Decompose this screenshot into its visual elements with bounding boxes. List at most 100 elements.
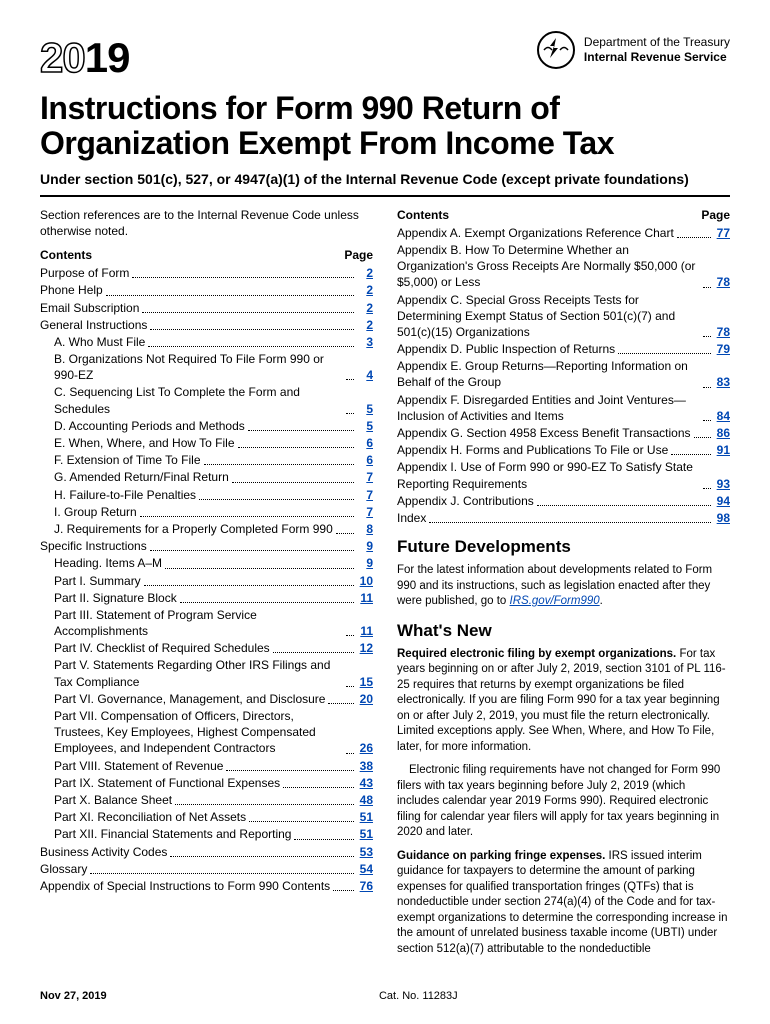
toc-dots xyxy=(618,353,711,354)
p3-runin: Guidance on parking fringe expenses. xyxy=(397,850,605,862)
toc-row: G. Amended Return/Final Return7 xyxy=(40,469,373,485)
toc-page-link[interactable]: 9 xyxy=(357,555,373,571)
toc-page-link[interactable]: 38 xyxy=(357,758,373,774)
toc-page-link[interactable]: 2 xyxy=(357,265,373,281)
toc-row: E. When, Where, and How To File6 xyxy=(40,435,373,451)
toc-label: B. Organizations Not Required To File Fo… xyxy=(40,351,343,383)
toc-page-link[interactable]: 2 xyxy=(357,300,373,316)
future-dev-after: . xyxy=(600,595,603,607)
toc-page-link[interactable]: 26 xyxy=(357,740,373,756)
future-developments-heading: Future Developments xyxy=(397,536,730,559)
toc-row: Heading. Items A–M 9 xyxy=(40,555,373,571)
toc-label: Purpose of Form xyxy=(40,265,129,281)
toc-page-link[interactable]: 3 xyxy=(357,334,373,350)
whats-new-p2: Electronic filing requirements have not … xyxy=(397,763,730,841)
toc-page-link[interactable]: 48 xyxy=(357,792,373,808)
toc-page-link[interactable]: 83 xyxy=(714,374,730,390)
toc-label: Part IX. Statement of Functional Expense… xyxy=(40,775,280,791)
toc-row: Purpose of Form 2 xyxy=(40,265,373,281)
toc-page-link[interactable]: 9 xyxy=(357,538,373,554)
toc-label: Part V. Statements Regarding Other IRS F… xyxy=(40,657,343,689)
page-label: Page xyxy=(344,247,373,263)
toc-page-link[interactable]: 7 xyxy=(357,504,373,520)
contents-header-right: Contents Page xyxy=(397,207,730,223)
toc-page-link[interactable]: 6 xyxy=(357,435,373,451)
toc-page-link[interactable]: 84 xyxy=(714,408,730,424)
page-label: Page xyxy=(701,207,730,223)
toc-label: Part VII. Compensation of Officers, Dire… xyxy=(40,708,343,757)
toc-page-link[interactable]: 78 xyxy=(714,274,730,290)
toc-dots xyxy=(150,329,354,330)
toc-label: Part IV. Checklist of Required Schedules xyxy=(40,640,270,656)
toc-row: J. Requirements for a Properly Completed… xyxy=(40,521,373,537)
p1-body: For tax years beginning on or after July… xyxy=(397,648,726,753)
future-developments-text: For the latest information about develop… xyxy=(397,563,730,610)
toc-dots xyxy=(283,787,354,788)
whats-new-heading: What's New xyxy=(397,620,730,643)
toc-row: Email Subscription2 xyxy=(40,300,373,316)
subtitle: Under section 501(c), 527, or 4947(a)(1)… xyxy=(40,171,730,197)
toc-page-link[interactable]: 20 xyxy=(357,691,373,707)
toc-page-link[interactable]: 93 xyxy=(714,476,730,492)
toc-page-link[interactable]: 5 xyxy=(357,401,373,417)
toc-label: Appendix J. Contributions xyxy=(397,493,534,509)
toc-page-link[interactable]: 2 xyxy=(357,282,373,298)
toc-dots xyxy=(175,804,354,805)
toc-row: Appendix A. Exempt Organizations Referen… xyxy=(397,225,730,241)
toc-label: J. Requirements for a Properly Completed… xyxy=(40,521,333,537)
toc-row: Part XII. Financial Statements and Repor… xyxy=(40,826,373,842)
toc-dots xyxy=(346,753,354,754)
toc-page-link[interactable]: 12 xyxy=(357,640,373,656)
toc-page-link[interactable]: 53 xyxy=(357,844,373,860)
toc-row: F. Extension of Time To File6 xyxy=(40,452,373,468)
toc-page-link[interactable]: 94 xyxy=(714,493,730,509)
toc-page-link[interactable]: 98 xyxy=(714,510,730,526)
toc-page-link[interactable]: 2 xyxy=(357,317,373,333)
toc-page-link[interactable]: 86 xyxy=(714,425,730,441)
toc-label: Appendix G. Section 4958 Excess Benefit … xyxy=(397,425,691,441)
toc-label: Appendix A. Exempt Organizations Referen… xyxy=(397,225,674,241)
toc-label: Appendix E. Group Returns—Reporting Info… xyxy=(397,358,700,390)
toc-dots xyxy=(249,821,354,822)
toc-page-link[interactable]: 78 xyxy=(714,324,730,340)
dept-line2: Internal Revenue Service xyxy=(584,50,730,65)
toc-row: Phone Help2 xyxy=(40,282,373,298)
toc-row: Appendix G. Section 4958 Excess Benefit … xyxy=(397,425,730,441)
irs-form990-link[interactable]: IRS.gov/Form990 xyxy=(510,595,600,607)
toc-page-link[interactable]: 7 xyxy=(357,469,373,485)
toc-page-link[interactable]: 4 xyxy=(357,367,373,383)
toc-page-link[interactable]: 11 xyxy=(357,623,373,639)
toc-page-link[interactable]: 15 xyxy=(357,674,373,690)
toc-page-link[interactable]: 8 xyxy=(357,521,373,537)
toc-page-link[interactable]: 5 xyxy=(357,418,373,434)
toc-dots xyxy=(180,602,354,603)
toc-dots xyxy=(170,856,354,857)
toc-page-link[interactable]: 11 xyxy=(357,590,373,606)
toc-page-link[interactable]: 51 xyxy=(357,809,373,825)
tax-year: 2019 xyxy=(40,30,129,87)
left-column: Section references are to the Internal R… xyxy=(40,207,373,966)
footer-catalog: Cat. No. 11283J xyxy=(379,989,458,1004)
p2-body: Electronic filing requirements have not … xyxy=(397,764,720,838)
toc-row: A. Who Must File3 xyxy=(40,334,373,350)
toc-label: Heading. Items A–M xyxy=(40,555,162,571)
toc-page-link[interactable]: 77 xyxy=(714,225,730,241)
toc-page-link[interactable]: 7 xyxy=(357,487,373,503)
toc-page-link[interactable]: 54 xyxy=(357,861,373,877)
toc-page-link[interactable]: 43 xyxy=(357,775,373,791)
toc-page-link[interactable]: 6 xyxy=(357,452,373,468)
toc-dots xyxy=(677,237,711,238)
toc-row: Appendix J. Contributions 94 xyxy=(397,493,730,509)
toc-label: H. Failure-to-File Penalties xyxy=(40,487,196,503)
toc-label: C. Sequencing List To Complete the Form … xyxy=(40,384,343,416)
toc-dots xyxy=(144,585,354,586)
toc-page-link[interactable]: 10 xyxy=(357,573,373,589)
toc-page-link[interactable]: 79 xyxy=(714,341,730,357)
toc-label: Glossary xyxy=(40,861,87,877)
toc-page-link[interactable]: 76 xyxy=(357,878,373,894)
toc-row: Appendix I. Use of Form 990 or 990-EZ To… xyxy=(397,459,730,491)
toc-page-link[interactable]: 91 xyxy=(714,442,730,458)
toc-left: Purpose of Form2Phone Help2Email Subscri… xyxy=(40,265,373,894)
toc-row: Part VII. Compensation of Officers, Dire… xyxy=(40,708,373,757)
toc-page-link[interactable]: 51 xyxy=(357,826,373,842)
